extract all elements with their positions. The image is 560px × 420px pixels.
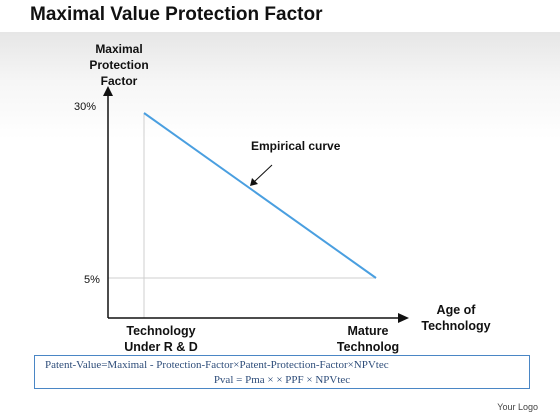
y-axis-title-line: Factor <box>100 74 138 88</box>
formula-line: Pval = Pma × × PPF × NPVtec <box>213 374 351 386</box>
curve-pointer-line <box>253 164 273 183</box>
diagram-panel <box>0 32 560 390</box>
y-axis-title-line: Maximal <box>95 42 143 56</box>
x-start-label-line: Technology <box>126 324 196 338</box>
empirical-curve-label: Empirical curve <box>251 139 341 153</box>
x-axis-arrow-icon <box>398 313 409 323</box>
empirical-curve-line <box>143 112 377 279</box>
x-axis-title: Age of Technology <box>408 302 504 334</box>
x-end-label-line: Technolog <box>336 340 400 354</box>
x-end-label: Mature Technolog <box>326 323 410 355</box>
curve-pointer-arrow-icon <box>250 178 258 186</box>
formula-line: Patent-Value=Maximal - Protection-Factor… <box>45 359 389 371</box>
x-start-label: Technology Under R & D <box>112 323 210 355</box>
y-axis-title: Maximal Protection Factor <box>74 41 164 89</box>
x-end-label-line: Mature <box>347 324 389 338</box>
x-axis-title-line: Technology <box>421 319 491 333</box>
slide-title: Maximal Value Protection Factor <box>30 4 323 25</box>
formula-box: Patent-Value=Maximal - Protection-Factor… <box>34 355 530 389</box>
y-axis-title-line: Protection <box>89 58 149 72</box>
x-start-label-line: Under R & D <box>124 340 198 354</box>
x-axis-title-line: Age of <box>436 303 476 317</box>
logo-text: Your Logo <box>497 402 538 412</box>
y-axis-arrow-icon <box>103 86 113 96</box>
y-tick-low: 5% <box>84 274 100 286</box>
y-tick-high: 30% <box>74 101 97 113</box>
